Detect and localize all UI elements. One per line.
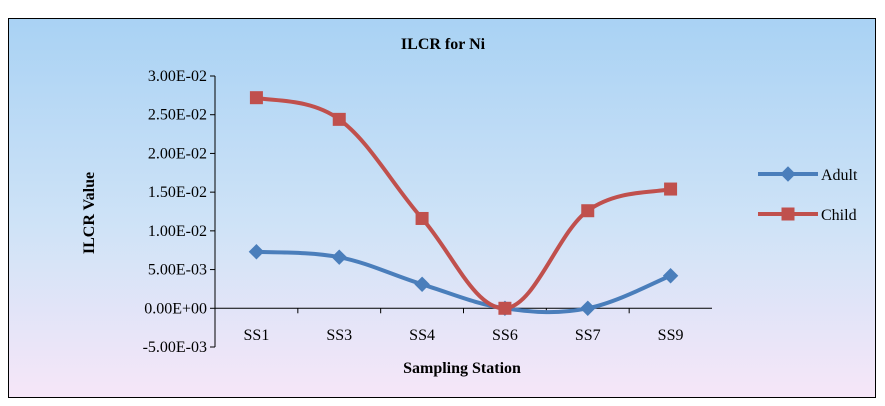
y-tick-label: 5.00E-03 [148, 262, 207, 279]
y-tick-label: 2.00E-02 [148, 145, 207, 162]
chart-title: ILCR for Ni [401, 36, 486, 53]
x-tick-label: SS1 [244, 327, 270, 344]
y-tick-label: 1.50E-02 [148, 184, 207, 201]
y-tick-label: 1.00E-02 [148, 223, 207, 240]
x-tick-label: SS4 [409, 327, 435, 344]
data-point-child [498, 301, 512, 315]
y-tick-label: 2.50E-02 [148, 107, 207, 124]
series-adult [248, 244, 679, 316]
legend-label: Adult [821, 167, 858, 184]
data-point-adult [580, 300, 596, 316]
y-tick-label: 3.00E-02 [148, 68, 207, 85]
legend-marker [780, 166, 796, 182]
data-point-adult [331, 249, 347, 265]
series-line-adult [254, 249, 673, 315]
legend-marker [781, 207, 795, 221]
data-point-child [415, 211, 429, 225]
x-tick-label: SS3 [326, 327, 352, 344]
data-point-child [332, 112, 346, 126]
series-line-child [254, 95, 673, 311]
chart-area [8, 18, 876, 398]
legend-label: Child [821, 207, 857, 224]
data-point-adult [662, 268, 679, 284]
data-point-child [249, 91, 263, 105]
legend-item-adult: Adult [758, 166, 858, 184]
x-axis-title: Sampling Station [403, 360, 521, 377]
data-point-adult [248, 244, 265, 260]
y-axis-title: ILCR Value [81, 172, 98, 254]
legend: Adult Child [758, 166, 858, 224]
series-layer [248, 91, 679, 316]
x-tick-label: SS9 [658, 327, 684, 344]
axes: -5.00E-03 0.00E+00 5.00E-03 1.00E-02 1.50E-0… [143, 68, 712, 356]
legend-item-child: Child [758, 207, 857, 224]
data-point-child [581, 204, 595, 218]
x-tick-label: SS6 [492, 327, 518, 344]
x-tick-label: SS7 [575, 327, 601, 344]
y-tick-label: 0.00E+00 [144, 300, 207, 317]
data-point-adult [414, 276, 430, 292]
data-point-child [664, 182, 678, 196]
series-child [249, 91, 678, 315]
y-tick-label: -5.00E-03 [143, 339, 207, 356]
